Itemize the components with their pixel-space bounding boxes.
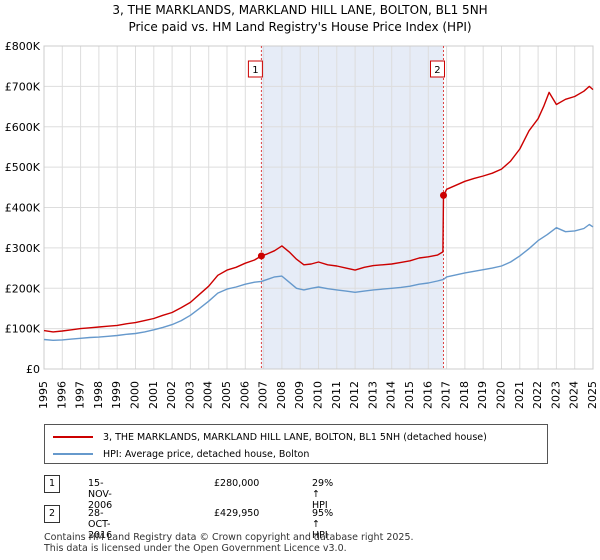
x-tick-label: 2004: [202, 381, 215, 409]
x-tick-label: 2018: [458, 381, 471, 409]
x-tick-label: 2015: [403, 381, 416, 409]
y-tick-label: £300K: [5, 242, 41, 255]
marker-label: 1: [252, 65, 258, 76]
transaction-date: 28-OCT-2016: [88, 508, 113, 541]
transaction-price: £429,950: [214, 508, 260, 519]
transaction-price: £280,000: [214, 478, 260, 489]
x-tick-label: 2008: [275, 381, 288, 409]
legend-swatch-property: [53, 436, 93, 438]
x-tick-label: 2017: [440, 381, 453, 409]
x-tick-label: 2012: [348, 381, 361, 409]
plot-border: [43, 45, 594, 370]
transaction-number-badge: 1: [44, 475, 60, 493]
transaction-date: 15-NOV-2006: [88, 478, 113, 511]
x-tick-label: 2019: [476, 381, 489, 409]
transaction-hpi: 95% ↑ HPI: [312, 508, 334, 541]
hpi-line: [43, 223, 594, 341]
x-tick-label: 2007: [257, 381, 270, 409]
x-tick-label: 1996: [55, 381, 68, 409]
x-tick-label: 1998: [92, 381, 105, 409]
x-tick-label: 2002: [165, 381, 178, 409]
y-tick-label: £700K: [5, 80, 41, 93]
x-tick-label: 2013: [366, 381, 379, 409]
footer-copyright: Contains HM Land Registry data © Crown c…: [44, 532, 414, 543]
x-tick-label: 2005: [220, 381, 233, 409]
price-chart: £0 £100K £200K £300K £400K £500K £600K £700K £80…: [5, 40, 599, 409]
legend: 3, THE MARKLANDS, MARKLAND HILL LANE, BO…: [44, 424, 548, 464]
y-tick-label: £400K: [5, 202, 41, 215]
marker-label-box: [429, 60, 445, 78]
sale-point: [257, 252, 265, 260]
y-tick-label: £200K: [5, 282, 41, 295]
legend-label-hpi: HPI: Average price, detached house, Bolt…: [103, 448, 310, 460]
x-tick-label: 2011: [330, 381, 343, 409]
x-tick-label: 2003: [183, 381, 196, 409]
y-tick-label: £0: [26, 363, 40, 376]
legend-label-property: 3, THE MARKLANDS, MARKLAND HILL LANE, BO…: [103, 431, 487, 443]
legend-item-property: 3, THE MARKLANDS, MARKLAND HILL LANE, BO…: [53, 429, 487, 445]
sale-point: [439, 191, 447, 199]
x-tick-label: 2010: [312, 381, 325, 409]
transaction-number-badge: 2: [44, 505, 60, 523]
legend-item-hpi: HPI: Average price, detached house, Bolt…: [53, 446, 309, 462]
transaction-hpi: 29% ↑ HPI: [312, 478, 334, 511]
x-tick-label: 2021: [513, 381, 526, 409]
marker-label-box: [247, 60, 263, 78]
x-tick-label: 2020: [495, 381, 508, 409]
x-tick-label: 2022: [531, 381, 544, 409]
y-tick-label: £600K: [5, 121, 41, 134]
chart-title: 3, THE MARKLANDS, MARKLAND HILL LANE, BO…: [112, 3, 488, 17]
x-tick-label: 2009: [293, 381, 306, 409]
x-tick-label: 1999: [110, 381, 123, 409]
chart-subtitle: Price paid vs. HM Land Registry's House …: [128, 20, 472, 34]
x-tick-label: 2001: [147, 381, 160, 409]
x-tick-label: 2000: [129, 381, 142, 409]
x-tick-label: 2014: [385, 381, 398, 409]
marker-label: 2: [434, 65, 440, 76]
y-tick-label: £500K: [5, 161, 41, 174]
x-tick-label: 1995: [37, 381, 50, 409]
y-tick-label: £800K: [5, 40, 41, 53]
x-tick-label: 2024: [568, 381, 581, 409]
x-tick-label: 1997: [74, 381, 87, 409]
legend-swatch-hpi: [53, 453, 93, 455]
x-tick-label: 2023: [549, 381, 562, 409]
x-tick-label: 2006: [238, 381, 251, 409]
x-tick-label: 2025: [586, 381, 599, 409]
property-price-line: [43, 85, 594, 333]
y-tick-label: £100K: [5, 323, 41, 336]
x-tick-label: 2016: [421, 381, 434, 409]
footer-license: This data is licensed under the Open Gov…: [44, 543, 347, 554]
